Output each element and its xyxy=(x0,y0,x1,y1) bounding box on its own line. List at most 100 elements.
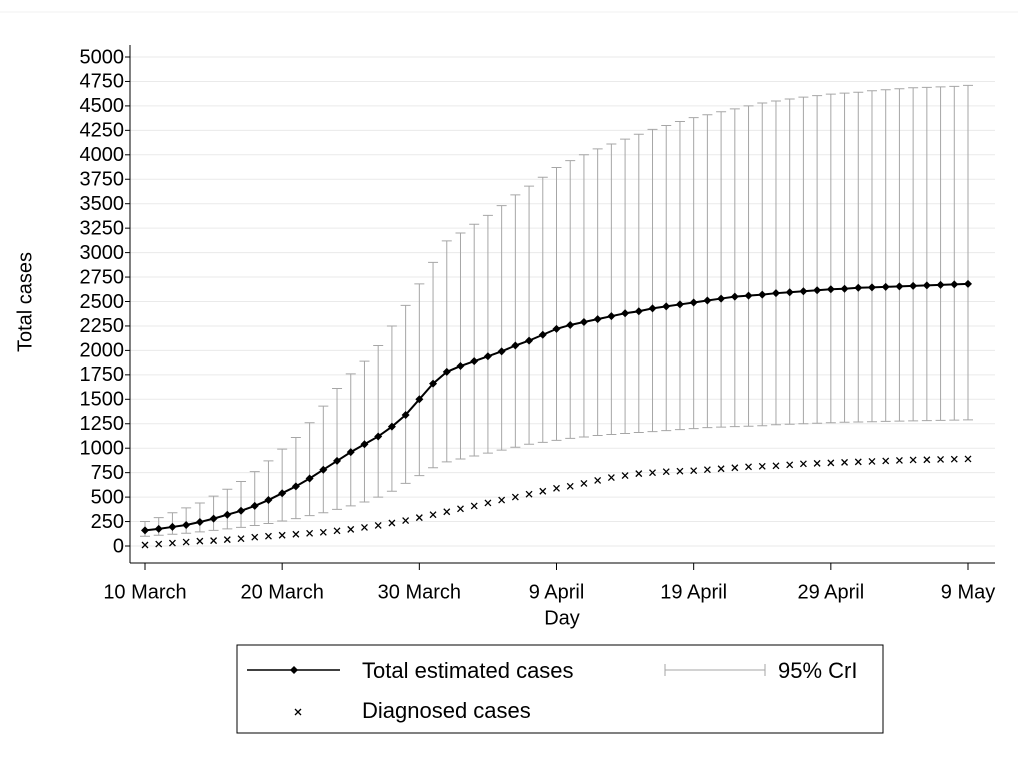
error-bar xyxy=(455,232,466,460)
error-bar xyxy=(386,325,397,492)
y-tick-label: 1000 xyxy=(80,437,125,459)
marker xyxy=(964,279,972,288)
marker xyxy=(278,489,287,498)
y-tick-label: 2750 xyxy=(80,266,125,288)
marker xyxy=(717,294,726,303)
error-bar xyxy=(249,471,260,526)
marker xyxy=(237,535,245,543)
marker xyxy=(388,519,396,527)
marker xyxy=(237,506,246,515)
marker xyxy=(498,496,506,504)
marker xyxy=(552,324,561,333)
y-tick-label: 5000 xyxy=(80,46,125,68)
marker xyxy=(909,456,917,464)
error-bar xyxy=(263,460,274,525)
marker xyxy=(429,511,437,519)
marker xyxy=(553,484,560,492)
marker xyxy=(909,281,918,290)
marker xyxy=(305,474,314,483)
x-tick-label: 29 April xyxy=(797,581,864,603)
error-bar xyxy=(592,148,603,436)
marker xyxy=(141,541,149,549)
marker xyxy=(223,510,232,519)
marker xyxy=(292,530,300,538)
marker xyxy=(854,458,862,466)
error-bar xyxy=(345,373,356,507)
marker xyxy=(429,379,438,388)
y-tick-label: 3500 xyxy=(80,193,125,215)
error-bar xyxy=(277,448,288,522)
error-bar xyxy=(359,360,370,503)
y-tick-label: 0 xyxy=(113,535,124,557)
marker xyxy=(786,461,794,469)
marker xyxy=(634,307,643,316)
y-tick-label: 1500 xyxy=(80,389,125,411)
y-tick-label: 1250 xyxy=(80,413,125,435)
marker xyxy=(676,467,684,475)
error-bar xyxy=(894,88,905,422)
marker xyxy=(154,524,163,533)
error-bar xyxy=(853,91,864,423)
error-bar xyxy=(880,89,891,422)
error-bar xyxy=(825,93,836,424)
marker xyxy=(895,456,903,464)
error-bar xyxy=(661,124,672,432)
marker xyxy=(195,518,204,527)
error-bar xyxy=(565,160,576,439)
marker xyxy=(319,465,328,474)
y-tick-label: 2250 xyxy=(80,315,125,337)
y-tick-label: 4000 xyxy=(80,144,125,166)
error-bar xyxy=(400,304,411,484)
legend-swatch xyxy=(664,664,766,676)
marker xyxy=(511,341,520,350)
marker xyxy=(264,532,272,540)
x-tick-label: 19 April xyxy=(660,581,727,603)
marker xyxy=(689,298,698,307)
marker xyxy=(649,469,656,477)
y-tick-label: 1750 xyxy=(80,364,125,386)
error-bar xyxy=(620,138,631,435)
y-tick-label: 4250 xyxy=(80,120,125,142)
marker xyxy=(703,466,711,474)
marker xyxy=(730,292,739,301)
marker xyxy=(840,284,849,293)
marker xyxy=(333,456,342,465)
y-tick-label: 3750 xyxy=(80,169,125,191)
error-bar xyxy=(222,488,233,530)
marker xyxy=(470,357,479,366)
error-bar xyxy=(963,84,973,421)
error-bar xyxy=(469,223,480,457)
error-bar xyxy=(537,176,548,443)
error-bar xyxy=(784,98,795,425)
error-bar xyxy=(633,133,644,434)
marker xyxy=(223,536,231,544)
marker xyxy=(402,517,410,525)
marker xyxy=(483,352,492,361)
error-bar xyxy=(304,422,315,517)
marker xyxy=(291,482,300,491)
marker xyxy=(347,525,355,533)
marker xyxy=(470,502,478,510)
x-tick-label: 20 March xyxy=(240,581,323,603)
marker xyxy=(415,514,423,522)
marker xyxy=(442,367,451,376)
error-bar xyxy=(524,185,535,445)
marker xyxy=(346,448,355,457)
marker xyxy=(662,302,671,311)
error-bar xyxy=(194,502,205,533)
error-bar xyxy=(181,507,192,534)
error-bar xyxy=(414,283,425,477)
marker xyxy=(538,330,547,339)
marker xyxy=(813,286,822,295)
marker xyxy=(771,289,780,298)
error-bar xyxy=(702,114,713,429)
error-bar xyxy=(208,495,219,531)
error-bar xyxy=(318,405,329,514)
marker xyxy=(772,462,780,470)
marker xyxy=(593,315,602,324)
marker xyxy=(539,487,547,495)
error-bar xyxy=(578,154,589,438)
marker xyxy=(168,522,177,531)
marker xyxy=(484,499,492,507)
x-axis-label: Day xyxy=(544,607,580,629)
